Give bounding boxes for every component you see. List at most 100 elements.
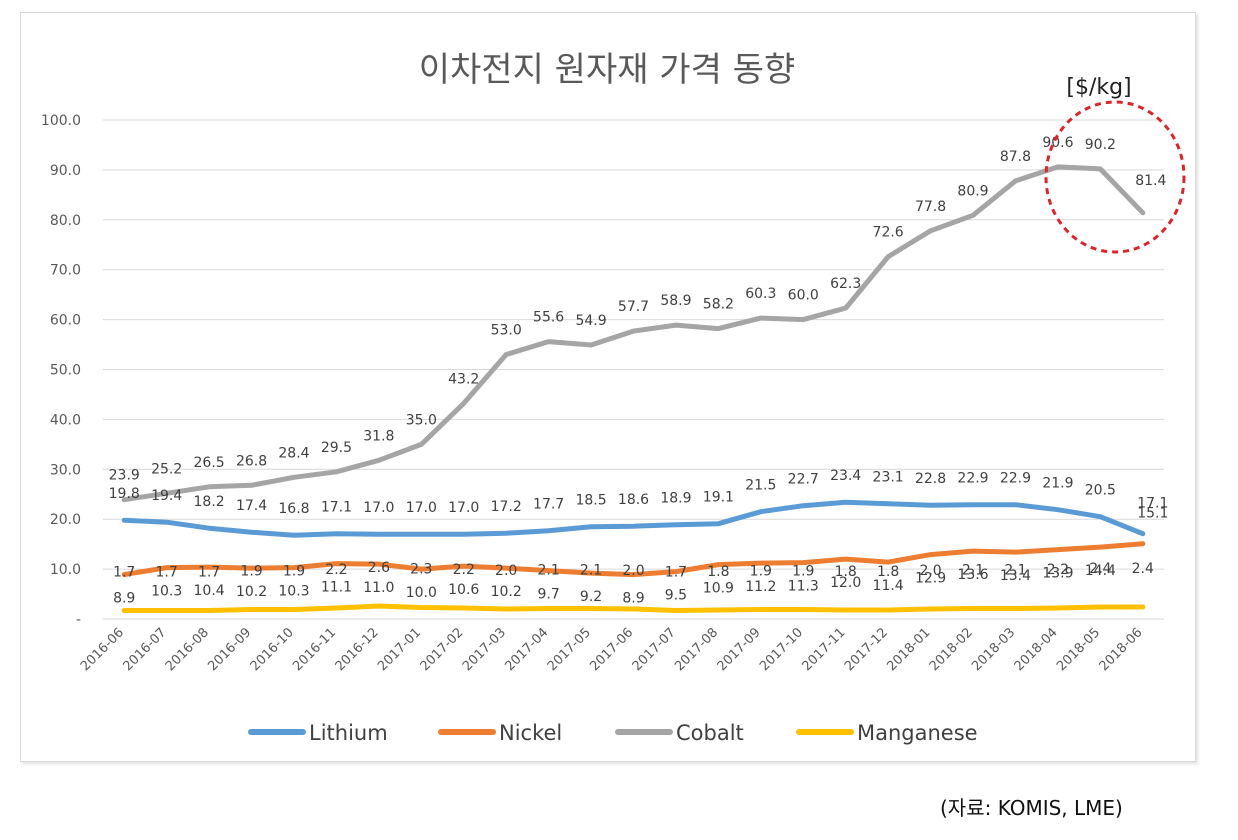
data-label-cobalt: 72.6 bbox=[873, 225, 904, 241]
data-label-nickel: 10.2 bbox=[236, 584, 267, 600]
data-label-manganese: 1.9 bbox=[283, 564, 305, 580]
x-tick-label: 2017-04 bbox=[502, 625, 551, 674]
data-label-manganese: 1.8 bbox=[877, 564, 899, 580]
y-tick-label: 20.0 bbox=[50, 512, 81, 528]
x-tick-label: 2017-02 bbox=[418, 625, 467, 674]
legend-label-nickel: Nickel bbox=[499, 721, 562, 745]
y-tick-label: 60.0 bbox=[50, 313, 81, 329]
data-label-cobalt: 77.8 bbox=[915, 199, 946, 215]
data-label-manganese: 2.2 bbox=[325, 562, 347, 578]
data-label-lithium: 16.8 bbox=[278, 501, 309, 517]
y-tick-label: 40.0 bbox=[50, 412, 81, 428]
x-tick-label: 2016-07 bbox=[120, 625, 169, 674]
x-tick-label: 2018-01 bbox=[884, 625, 933, 674]
x-tick-label: 2017-10 bbox=[757, 625, 806, 674]
data-label-lithium: 17.0 bbox=[448, 500, 479, 516]
x-tick-label: 2018-05 bbox=[1054, 625, 1103, 674]
chart-svg: 이차전지 원자재 가격 동향 [$/kg] - 10.0 20.0 30.0 40.0 5… bbox=[41, 50, 1186, 745]
x-tick-label: 2017-09 bbox=[715, 625, 764, 674]
data-label-lithium: 20.5 bbox=[1085, 483, 1116, 499]
series-line-lithium bbox=[121, 499, 1146, 538]
data-label-nickel: 10.3 bbox=[278, 584, 309, 600]
x-tick-label: 2018-06 bbox=[1097, 625, 1146, 674]
data-label-nickel: 11.4 bbox=[873, 578, 904, 594]
y-tick-label: 50.0 bbox=[50, 363, 81, 379]
data-label-nickel: 11.1 bbox=[321, 580, 352, 596]
data-label-lithium: 22.9 bbox=[1000, 471, 1031, 487]
data-label-manganese: 1.8 bbox=[835, 564, 857, 580]
data-label-cobalt: 81.4 bbox=[1135, 173, 1166, 189]
x-tick-label: 2017-08 bbox=[672, 625, 721, 674]
y-tick-label: - bbox=[76, 612, 81, 628]
legend-label-cobalt: Cobalt bbox=[676, 721, 744, 745]
data-label-nickel: 13.9 bbox=[1042, 566, 1073, 582]
y-tick-label: 100.0 bbox=[41, 113, 81, 129]
data-label-nickel: 12.9 bbox=[915, 571, 946, 587]
x-tick-label: 2017-12 bbox=[842, 625, 891, 674]
x-tick-label: 2016-11 bbox=[290, 625, 339, 674]
data-label-cobalt: 25.2 bbox=[151, 461, 182, 477]
data-label-lithium: 18.5 bbox=[575, 493, 606, 509]
data-label-manganese: 2.3 bbox=[410, 562, 432, 578]
x-tick-label: 2017-07 bbox=[630, 625, 679, 674]
data-label-lithium: 22.8 bbox=[915, 471, 946, 487]
data-label-nickel: 9.2 bbox=[580, 589, 602, 605]
data-label-cobalt: 87.8 bbox=[1000, 149, 1031, 165]
data-label-manganese: 2.4 bbox=[1132, 561, 1154, 577]
data-label-nickel: 14.4 bbox=[1085, 563, 1116, 579]
data-label-cobalt: 35.0 bbox=[406, 412, 437, 428]
chart-title: 이차전지 원자재 가격 동향 bbox=[419, 50, 796, 90]
series-line-cobalt bbox=[121, 164, 1146, 503]
data-label-cobalt: 60.0 bbox=[788, 288, 819, 304]
data-label-manganese: 2.0 bbox=[919, 563, 941, 579]
y-tick-label: 80.0 bbox=[50, 213, 81, 229]
data-label-lithium: 23.4 bbox=[830, 468, 861, 484]
data-label-nickel: 12.0 bbox=[830, 575, 861, 591]
data-label-nickel: 13.4 bbox=[1000, 568, 1031, 584]
data-label-manganese: 1.7 bbox=[198, 565, 220, 581]
data-label-manganese: 2.1 bbox=[962, 563, 984, 579]
x-tick-label: 2016-12 bbox=[333, 625, 382, 674]
data-label-lithium: 17.4 bbox=[236, 498, 267, 514]
data-label-lithium: 21.5 bbox=[745, 478, 776, 494]
data-label-cobalt: 60.3 bbox=[745, 286, 776, 302]
x-tick-label: 2017-06 bbox=[587, 625, 636, 674]
data-label-lithium: 22.9 bbox=[957, 471, 988, 487]
data-label-cobalt: 31.8 bbox=[363, 428, 394, 444]
x-tick-label: 2017-11 bbox=[800, 625, 849, 674]
data-label-cobalt: 57.7 bbox=[618, 299, 649, 315]
x-tick-label: 2018-03 bbox=[969, 625, 1018, 674]
data-label-manganese: 1.9 bbox=[792, 564, 814, 580]
data-label-lithium: 17.0 bbox=[363, 500, 394, 516]
data-label-lithium: 18.9 bbox=[660, 491, 691, 507]
data-label-nickel: 10.6 bbox=[448, 582, 479, 598]
source-note: (자료: KOMIS, LME) bbox=[940, 796, 1123, 820]
data-label-manganese: 2.0 bbox=[495, 563, 517, 579]
x-tick-label: 2017-03 bbox=[460, 625, 509, 674]
y-tick-label: 10.0 bbox=[50, 562, 81, 578]
data-label-manganese: 2.2 bbox=[453, 562, 475, 578]
data-label-nickel: 11.3 bbox=[788, 579, 819, 595]
data-label-nickel: 11.2 bbox=[745, 579, 776, 595]
data-label-manganese: 2.1 bbox=[1004, 563, 1026, 579]
x-tick-label: 2017-05 bbox=[545, 625, 594, 674]
data-label-lithium: 17.0 bbox=[406, 500, 437, 516]
grid-layer bbox=[103, 119, 1164, 620]
data-label-nickel: 10.2 bbox=[491, 584, 522, 600]
highlight-ellipse bbox=[1044, 100, 1186, 254]
data-label-nickel: 10.3 bbox=[151, 584, 182, 600]
data-label-manganese: 2.2 bbox=[1047, 562, 1069, 578]
data-label-manganese: 1.9 bbox=[240, 564, 262, 580]
legend-label-manganese: Manganese bbox=[857, 721, 978, 745]
y-tick-label: 70.0 bbox=[50, 263, 81, 279]
data-label-cobalt: 58.2 bbox=[703, 297, 734, 313]
data-label-nickel: 15.1 bbox=[1137, 506, 1168, 522]
data-label-cobalt: 90.2 bbox=[1085, 137, 1116, 153]
x-tick-label: 2018-02 bbox=[927, 625, 976, 674]
x-tick-label: 2017-01 bbox=[375, 625, 424, 674]
data-label-nickel: 11.0 bbox=[363, 580, 394, 596]
data-label-cobalt: 29.5 bbox=[321, 440, 352, 456]
data-label-nickel: 8.9 bbox=[113, 591, 135, 607]
x-tick-layer: 2016-062016-072016-082016-092016-102016-… bbox=[78, 625, 1146, 674]
data-label-manganese: 1.8 bbox=[707, 564, 729, 580]
